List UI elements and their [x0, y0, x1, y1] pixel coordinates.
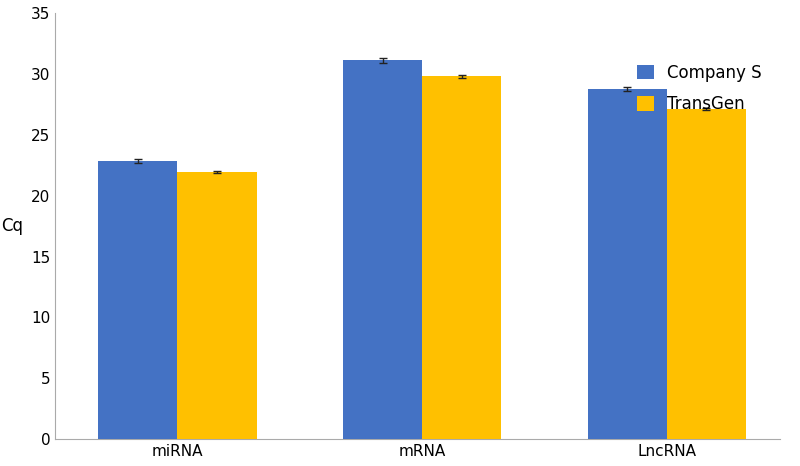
Bar	[343, 61, 422, 439]
Legend: Company S, TransGen: Company S, TransGen	[629, 55, 770, 121]
Bar	[588, 89, 667, 439]
Bar	[422, 76, 502, 439]
Y-axis label: Cq: Cq	[1, 217, 22, 235]
Bar	[98, 161, 178, 439]
Bar	[178, 172, 257, 439]
Bar	[667, 109, 746, 439]
